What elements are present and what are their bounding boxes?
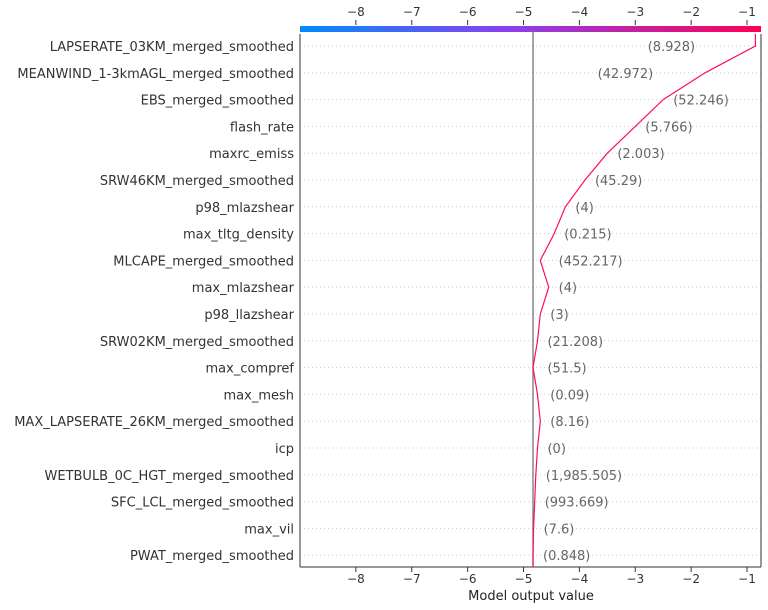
top-tick-label: −5	[515, 5, 533, 19]
feature-name-label: SRW02KM_merged_smoothed	[100, 335, 294, 350]
bottom-tick-label: −2	[682, 572, 700, 586]
x-axis-title: Model output value	[468, 589, 594, 604]
feature-name-label: LAPSERATE_03KM_merged_smoothed	[50, 40, 294, 55]
decision-path	[532, 34, 757, 567]
feature-value-label: (21.208)	[547, 335, 603, 350]
feature-labels: LAPSERATE_03KM_merged_smoothed (8.928) MEA…	[14, 40, 729, 564]
feature-name-label: p98_mlazshear	[195, 201, 294, 216]
feature-value-label: (51.5)	[547, 362, 586, 377]
colorbar	[300, 26, 761, 32]
feature-value-label: (0)	[547, 442, 565, 457]
feature-value-label: (45.29)	[595, 174, 642, 189]
feature-value-label: (452.217)	[559, 254, 623, 269]
feature-name-label: MEANWIND_1-3kmAGL_merged_smoothed	[17, 67, 294, 82]
colorbar-strip	[300, 26, 761, 32]
feature-name-label: max_tltg_density	[183, 228, 294, 243]
top-tick-label: −3	[626, 5, 644, 19]
feature-name-label: EBS_merged_smoothed	[141, 94, 294, 109]
feature-value-label: (0.09)	[550, 388, 589, 403]
feature-value-label: (42.972)	[598, 67, 654, 82]
feature-value-label: (7.6)	[544, 522, 575, 537]
bottom-tick-label: −3	[626, 572, 644, 586]
top-tick-label: −1	[738, 5, 756, 19]
bottom-tick-label: −4	[571, 572, 589, 586]
feature-name-label: max_mlazshear	[192, 281, 295, 296]
feature-name-label: max_vil	[244, 522, 294, 537]
top-tick-label: −2	[682, 5, 700, 19]
bottom-tick-label: −8	[347, 572, 365, 586]
feature-value-label: (8.16)	[550, 415, 589, 430]
feature-name-label: MLCAPE_merged_smoothed	[113, 254, 294, 269]
top-tick-label: −6	[459, 5, 477, 19]
feature-value-label: (0.215)	[564, 228, 611, 243]
feature-value-label: (4)	[575, 201, 593, 216]
feature-name-label: MAX_LAPSERATE_26KM_merged_smoothed	[14, 415, 294, 430]
feature-name-label: SRW46KM_merged_smoothed	[100, 174, 294, 189]
top-tick-label: −8	[347, 5, 365, 19]
feature-value-label: (0.848)	[543, 549, 590, 564]
feature-name-label: WETBULB_0C_HGT_merged_smoothed	[45, 469, 295, 484]
feature-value-label: (3)	[550, 308, 568, 323]
feature-name-label: flash_rate	[230, 120, 294, 135]
top-tick-label: −7	[403, 5, 421, 19]
feature-value-label: (2.003)	[617, 147, 664, 162]
bottom-tick-label: −6	[459, 572, 477, 586]
feature-value-label: (52.246)	[673, 94, 729, 109]
feature-value-label: (8.928)	[648, 40, 695, 55]
bottom-tick-label: −7	[403, 572, 421, 586]
feature-value-label: (1,985.505)	[546, 469, 622, 484]
axis: −8 −8 −7 −7 −6 −6 −5 −5 −4 −4 −3 −3 −2 −2 −1 −1	[299, 5, 762, 586]
decision-line	[532, 34, 757, 567]
feature-name-label: PWAT_merged_smoothed	[130, 549, 294, 564]
feature-name-label: icp	[275, 442, 294, 457]
top-tick-label: −4	[571, 5, 589, 19]
feature-value-label: (993.669)	[545, 496, 609, 511]
feature-name-label: max_mesh	[224, 388, 295, 403]
feature-name-label: SFC_LCL_merged_smoothed	[111, 496, 294, 511]
bottom-tick-label: −1	[738, 572, 756, 586]
bottom-tick-label: −5	[515, 572, 533, 586]
feature-value-label: (5.766)	[645, 120, 692, 135]
row-gridlines	[300, 45, 761, 556]
feature-name-label: maxrc_emiss	[209, 147, 294, 162]
feature-name-label: p98_llazshear	[204, 308, 294, 323]
feature-value-label: (4)	[559, 281, 577, 296]
feature-name-label: max_compref	[206, 362, 295, 377]
